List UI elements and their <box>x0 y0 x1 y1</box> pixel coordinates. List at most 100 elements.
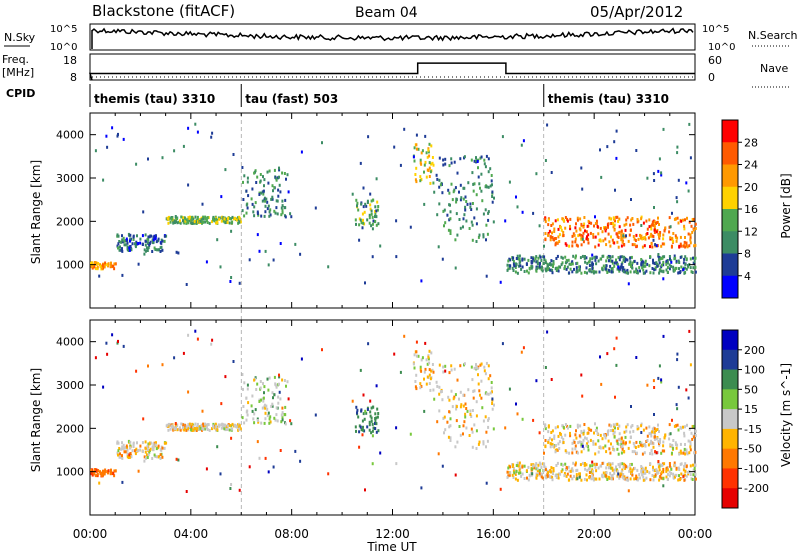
velocity-scatter-93 <box>281 406 284 410</box>
power-scatter-153 <box>415 133 418 137</box>
power-echo-980 <box>561 256 564 260</box>
power-echo-701 <box>571 270 574 274</box>
velocity-echo-1368 <box>552 444 555 448</box>
velocity-echo-308 <box>193 426 196 430</box>
power-cbar-swatch-7 <box>722 275 738 299</box>
power-echo-424 <box>245 189 248 193</box>
velocity-echo-1241 <box>636 427 639 431</box>
velocity-echo-836 <box>670 471 673 475</box>
power-echo-1083 <box>556 218 559 222</box>
velocity-echo-554 <box>466 409 469 413</box>
power-echo-601 <box>472 189 475 193</box>
velocity-echo-351 <box>269 415 272 419</box>
velocity-echo-148 <box>117 441 120 445</box>
power-echo-1245 <box>634 239 637 242</box>
power-echo-517 <box>428 154 431 158</box>
velocity-echo-131 <box>134 452 137 456</box>
power-echo-1292 <box>687 232 690 236</box>
velocity-echo-514 <box>415 354 418 358</box>
velocity-echo-1382 <box>547 430 550 434</box>
velocity-echo-693 <box>537 463 540 467</box>
velocity-echo-613 <box>479 393 481 397</box>
power-echo-410 <box>245 211 248 215</box>
velocity-echo-947 <box>565 474 568 478</box>
power-echo-191 <box>225 217 228 221</box>
power-echo-1099 <box>653 230 656 234</box>
velocity-echo-1344 <box>610 442 612 446</box>
velocity-scatter-45 <box>509 471 512 475</box>
power-scatter-50 <box>441 257 444 261</box>
velocity-echo-544 <box>442 370 445 374</box>
velocity-echo-1176 <box>652 442 655 445</box>
power-echo-385 <box>278 175 280 179</box>
power-echo-849 <box>517 264 520 268</box>
power-echo-336 <box>285 177 287 181</box>
power-echo-56 <box>116 244 119 248</box>
power-echo-1057 <box>556 267 559 271</box>
velocity-echo-843 <box>565 466 568 469</box>
velocity-echo-144 <box>141 450 144 453</box>
velocity-echo-1019 <box>523 464 526 468</box>
velocity-echo-602 <box>470 365 473 369</box>
power-echo-1247 <box>554 243 557 247</box>
velocity-echo-1031 <box>549 470 552 474</box>
velocity-echo-89 <box>121 441 123 445</box>
velocity-echo-77 <box>132 445 135 448</box>
velocity-echo-54 <box>110 468 112 472</box>
power-echo-693 <box>537 256 540 260</box>
velocity-ylabel: Slant Range [km] <box>29 368 43 472</box>
power-scatter-11 <box>476 160 479 163</box>
power-echo-641 <box>458 190 460 194</box>
power-echo-168 <box>201 221 203 225</box>
power-echo-970 <box>588 268 591 272</box>
power-echo-1241 <box>636 220 639 224</box>
velocity-echo-1302 <box>689 440 692 444</box>
velocity-echo-677 <box>523 477 526 480</box>
freq-left-tick-low: 8 <box>70 71 77 84</box>
velocity-echo-629 <box>459 433 462 437</box>
power-echo-159 <box>146 249 149 252</box>
power-echo-22 <box>96 265 99 269</box>
power-echo-614 <box>491 195 494 198</box>
velocity-echo-538 <box>453 395 456 399</box>
power-echo-315 <box>185 218 188 222</box>
velocity-echo-427 <box>268 417 271 421</box>
power-echo-708 <box>668 255 671 258</box>
velocity-echo-161 <box>133 449 136 453</box>
power-scatter-137 <box>531 265 534 269</box>
power-echo-834 <box>564 261 567 265</box>
velocity-echo-329 <box>199 426 202 430</box>
velocity-echo-1207 <box>689 448 692 452</box>
power-echo-1314 <box>661 242 664 246</box>
power-scatter-128 <box>613 140 616 144</box>
velocity-echo-1349 <box>589 438 592 442</box>
velocity-echo-1159 <box>653 432 656 436</box>
velocity-scatter-30 <box>657 460 660 463</box>
velocity-echo-992 <box>604 474 607 478</box>
power-echo-428 <box>264 210 267 214</box>
velocity-echo-1289 <box>659 438 662 441</box>
power-echo-161 <box>133 242 136 246</box>
power-echo-290 <box>196 220 199 224</box>
power-echo-456 <box>354 218 357 222</box>
velocity-scatter-108 <box>366 425 369 429</box>
power-echo-1192 <box>684 245 687 249</box>
velocity-echo-414 <box>273 416 276 420</box>
velocity-scatter-136 <box>538 431 541 435</box>
velocity-echo-637 <box>436 384 439 388</box>
velocity-echo-259 <box>238 427 241 431</box>
velocity-echo-346 <box>266 377 269 381</box>
velocity-echo-393 <box>243 421 246 425</box>
power-echo-110 <box>161 248 164 252</box>
power-echo-1117 <box>615 215 618 219</box>
cpid-segment-label-1: tau (fast) 503 <box>245 92 338 106</box>
power-echo-1104 <box>632 235 635 238</box>
velocity-echo-277 <box>180 422 183 426</box>
power-echo-1295 <box>544 232 547 235</box>
power-echo-427 <box>268 210 271 214</box>
power-scatter-32 <box>662 127 665 131</box>
velocity-echo-893 <box>551 475 554 479</box>
power-echo-77 <box>132 238 135 241</box>
velocity-echo-1319 <box>549 442 552 446</box>
power-echo-767 <box>686 264 689 267</box>
